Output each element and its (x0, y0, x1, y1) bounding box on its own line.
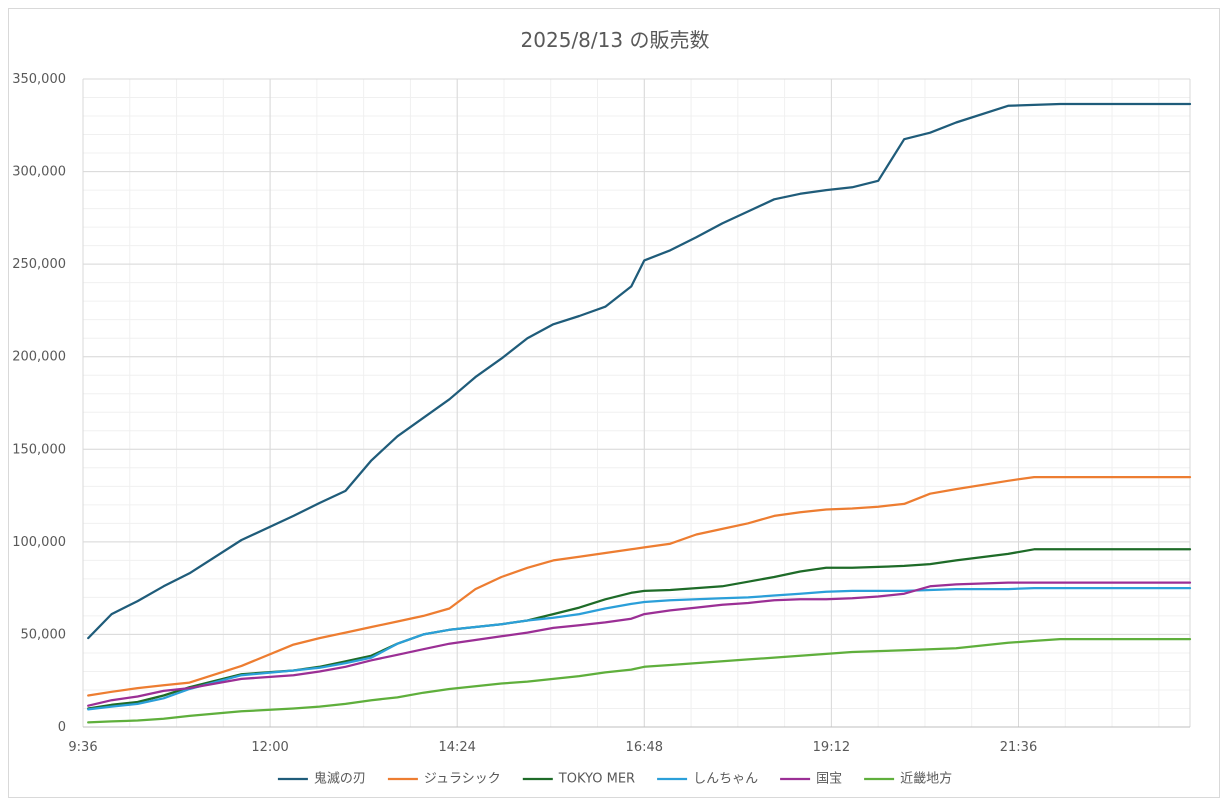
y-tick-label: 100,000 (12, 535, 66, 550)
x-tick-label: 9:36 (68, 740, 97, 755)
series-line-3 (87, 586, 1192, 711)
legend-label: 鬼滅の刃 (314, 771, 366, 787)
legend-label: TOKYO MER (558, 772, 635, 787)
legend-item-3[interactable]: しんちゃん (657, 772, 758, 787)
major-gridlines (82, 78, 1191, 728)
legend-item-1[interactable]: ジュラシック (387, 772, 501, 787)
legend[interactable]: 鬼滅の刃 ジュラシック TOKYO MER しんちゃん 国宝 近畿地方 (277, 771, 952, 787)
y-tick-label: 150,000 (12, 442, 66, 457)
legend-item-5[interactable]: 近畿地方 (864, 771, 952, 787)
series-lines (87, 102, 1192, 724)
legend-item-4[interactable]: 国宝 (780, 772, 842, 787)
series-line-4 (87, 581, 1192, 707)
y-tick-label: 250,000 (12, 257, 66, 272)
x-tick-label: 12:00 (251, 740, 288, 755)
legend-item-0[interactable]: 鬼滅の刃 (277, 771, 366, 787)
minor-gridlines (82, 78, 1190, 728)
y-axis: 0 50,000 100,000 150,000 200,000 250,000 300,0… (12, 72, 66, 735)
legend-label: しんちゃん (693, 772, 758, 787)
chart-title: 2025/8/13 の販売数 (521, 28, 710, 52)
x-tick-label: 19:12 (813, 740, 850, 755)
x-tick-label: 14:24 (438, 740, 475, 755)
series-line-2 (87, 548, 1192, 710)
x-tick-label: 16:48 (626, 740, 663, 755)
x-axis: 9:36 12:00 14:24 16:48 19:12 21:36 (68, 726, 1190, 755)
series-line-1 (87, 475, 1192, 697)
legend-label: 近畿地方 (900, 771, 952, 787)
y-tick-label: 200,000 (12, 350, 66, 365)
series-line-5 (87, 637, 1192, 724)
legend-label: ジュラシック (424, 772, 501, 787)
x-tick-label: 21:36 (1000, 740, 1037, 755)
y-tick-label: 300,000 (12, 165, 66, 180)
y-tick-label: 50,000 (21, 627, 67, 642)
series-line-0 (87, 102, 1192, 640)
legend-label: 国宝 (816, 772, 842, 787)
y-tick-label: 0 (58, 720, 66, 735)
y-tick-label: 350,000 (12, 72, 66, 87)
legend-item-2[interactable]: TOKYO MER (522, 772, 635, 787)
